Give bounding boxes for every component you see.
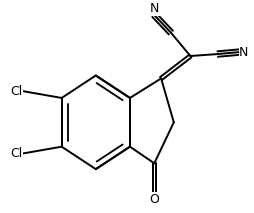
Text: Cl: Cl bbox=[10, 147, 23, 160]
Text: Cl: Cl bbox=[10, 85, 23, 98]
Text: N: N bbox=[150, 2, 159, 15]
Text: O: O bbox=[149, 193, 159, 206]
Text: N: N bbox=[239, 46, 248, 59]
